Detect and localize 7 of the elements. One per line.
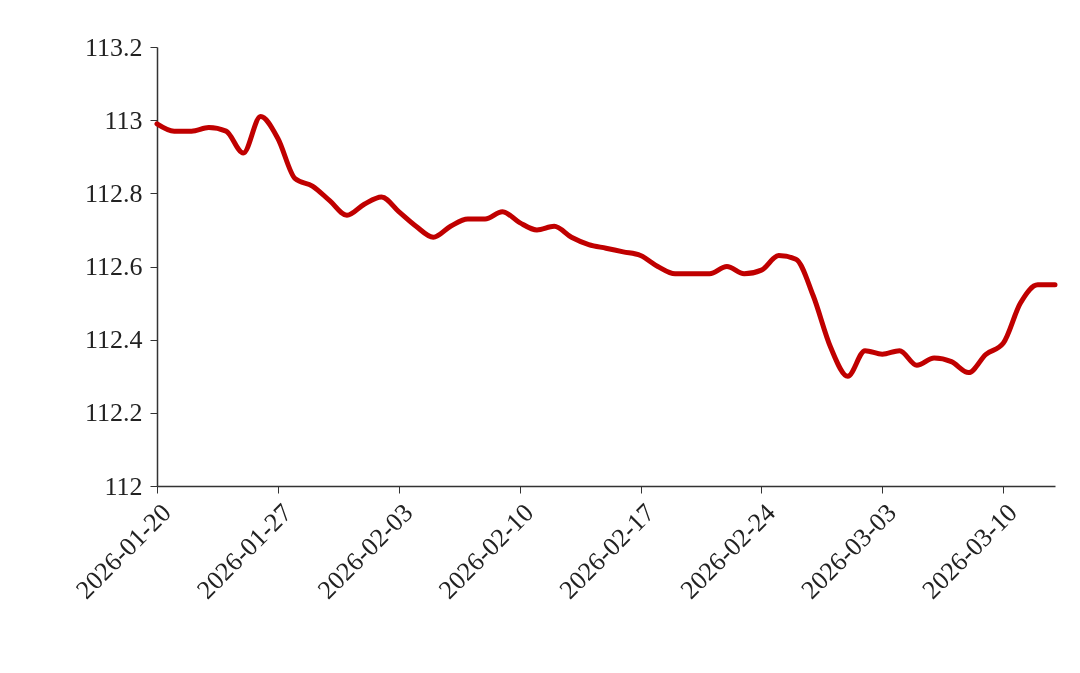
y-tick-label: 112.2	[84, 398, 143, 428]
y-tick-label: 112.4	[84, 325, 143, 355]
y-tick-label: 113.2	[84, 32, 143, 62]
y-tick-label: 112.8	[84, 178, 143, 208]
y-tick-label: 113	[104, 105, 143, 135]
y-tick-label: 112.6	[84, 252, 143, 281]
y-tick-label: 112	[104, 471, 143, 501]
